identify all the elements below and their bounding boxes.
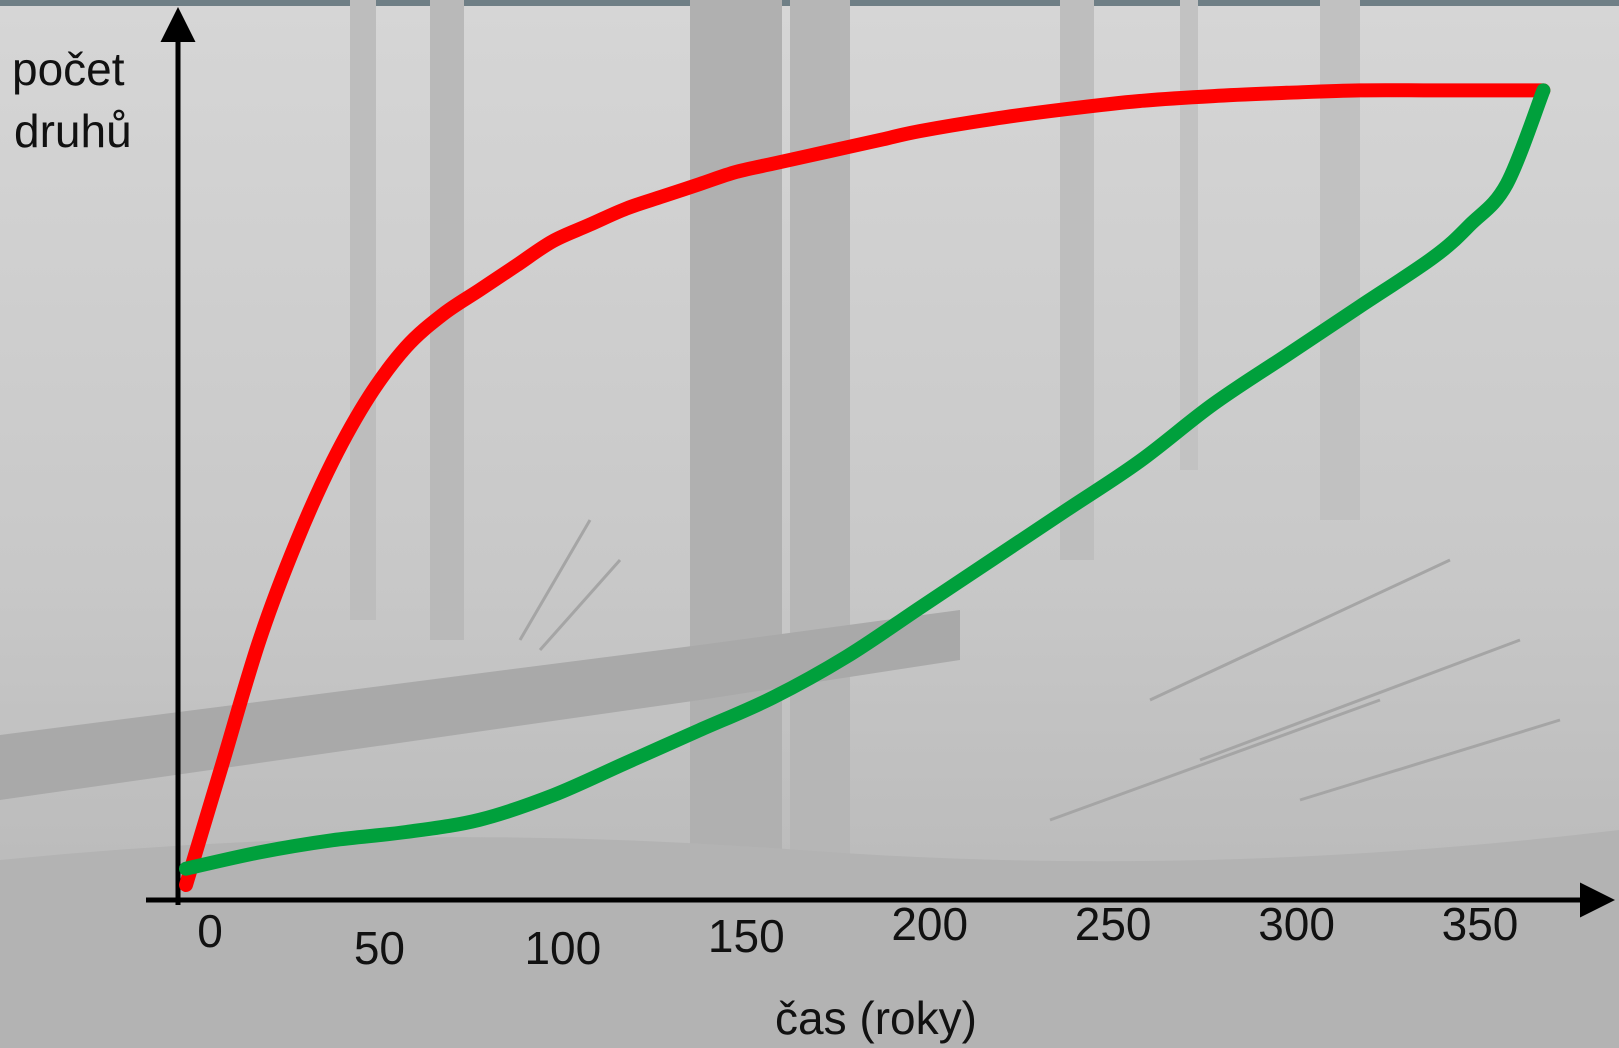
x-tick-label-150: 150 — [708, 910, 785, 962]
x-tick-label-50: 50 — [354, 922, 405, 974]
y-axis-label-line-2: druhů — [14, 105, 132, 157]
x-tick-label-350: 350 — [1442, 898, 1519, 950]
x-axis-label: čas (roky) — [775, 992, 977, 1044]
x-tick-label-300: 300 — [1258, 898, 1335, 950]
series-line-2 — [179, 83, 1551, 876]
x-tick-label-100: 100 — [524, 922, 601, 974]
x-tick-label-0: 0 — [197, 905, 223, 957]
y-axis-label-line-1: počet — [12, 43, 125, 95]
x-tick-label-200: 200 — [891, 898, 968, 950]
plot-area: 0 50 100 150 200 250 300 350 čas (roky) počet druh… — [12, 7, 1615, 1044]
series-line-1 — [179, 83, 1551, 892]
x-tick-label-250: 250 — [1075, 898, 1152, 950]
